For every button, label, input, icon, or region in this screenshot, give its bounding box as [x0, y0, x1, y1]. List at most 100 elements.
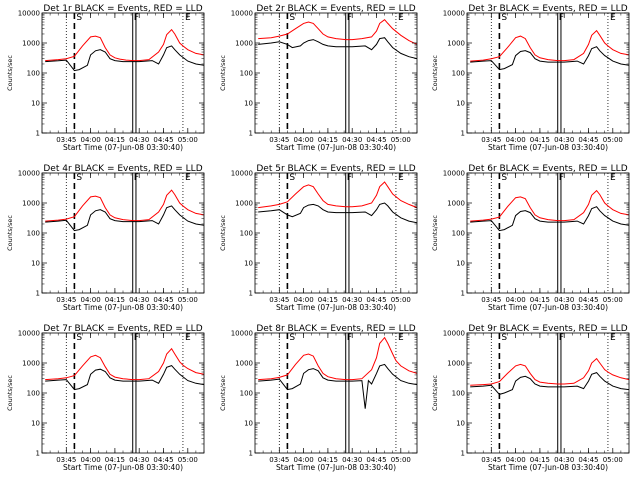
y-tick-label: 100 [27, 230, 40, 238]
x-tick-label: 04:30 [342, 136, 362, 144]
x-axis-label: Start Time (07-Jun-08 03:30:40) [276, 143, 396, 152]
x-tick-label: 04:45 [153, 136, 173, 144]
y-tick-label: 1000 [22, 360, 40, 368]
y-axis-label: Counts/sec [6, 215, 14, 251]
y-tick-label: 1 [36, 450, 40, 458]
x-axis-label: Start Time (07-Jun-08 03:30:40) [488, 303, 608, 312]
x-tick-label: 04:00 [506, 136, 526, 144]
x-tick-label: 04:15 [530, 456, 550, 464]
x-tick-label: 04:15 [318, 136, 338, 144]
detector-panel-7: Det 7r BLACK = Events, RED = LLDESF11010… [6, 324, 205, 472]
x-tick-label: 05:00 [391, 136, 411, 144]
lld-series-line [258, 181, 417, 209]
y-tick-label: 10000 [18, 10, 40, 18]
y-tick-label: 10000 [443, 170, 465, 178]
x-axis-label: Start Time (07-Jun-08 03:30:40) [63, 143, 183, 152]
y-tick-label: 1000 [22, 200, 40, 208]
y-tick-label: 10 [456, 100, 465, 108]
x-tick-label: 05:00 [391, 296, 411, 304]
marker-s-label: S [501, 173, 507, 183]
x-tick-label: 05:00 [603, 296, 623, 304]
y-tick-label: 10000 [443, 10, 465, 18]
y-tick-label: 1 [249, 130, 253, 138]
x-tick-label: 04:15 [105, 456, 125, 464]
events-series-line [45, 365, 204, 391]
x-tick-label: 03:45 [481, 296, 501, 304]
events-series-line [470, 206, 629, 232]
y-axis-label: Counts/sec [431, 375, 439, 411]
lld-series-line [470, 357, 629, 386]
x-tick-label: 04:00 [81, 136, 101, 144]
lld-series-line [258, 336, 417, 381]
y-axis-label: Counts/sec [6, 375, 14, 411]
y-tick-label: 10 [31, 100, 40, 108]
x-tick-label: 05:00 [391, 456, 411, 464]
events-series-line [258, 37, 417, 60]
y-tick-label: 1000 [235, 360, 253, 368]
y-tick-label: 10000 [18, 170, 40, 178]
x-tick-label: 05:00 [178, 456, 198, 464]
x-axis-label: Start Time (07-Jun-08 03:30:40) [276, 463, 396, 472]
marker-s-label: S [289, 13, 295, 23]
x-tick-label: 04:45 [366, 456, 386, 464]
y-tick-label: 100 [27, 390, 40, 398]
x-tick-label: 04:30 [342, 456, 362, 464]
lld-series-line [45, 28, 204, 62]
lld-series-line [258, 19, 417, 45]
x-tick-label: 04:30 [554, 296, 574, 304]
x-tick-label: 04:45 [366, 136, 386, 144]
x-tick-label: 04:45 [578, 456, 598, 464]
lld-series-line [470, 29, 629, 62]
y-axis-label: Counts/sec [431, 215, 439, 251]
detector-panel-6: Det 6r BLACK = Events, RED = LLDESF11010… [431, 164, 630, 312]
y-tick-label: 1000 [22, 40, 40, 48]
x-tick-label: 04:00 [294, 136, 314, 144]
detector-panel-4: Det 4r BLACK = Events, RED = LLDESF11010… [6, 164, 205, 312]
x-tick-label: 03:45 [481, 136, 501, 144]
x-tick-label: 03:45 [56, 456, 76, 464]
y-tick-label: 10000 [231, 10, 253, 18]
x-tick-label: 04:45 [153, 456, 173, 464]
panel-title: Det 9r BLACK = Events, RED = LLD [468, 324, 627, 334]
panel-title: Det 8r BLACK = Events, RED = LLD [256, 324, 415, 334]
y-tick-label: 10 [244, 100, 253, 108]
x-tick-label: 04:30 [129, 136, 149, 144]
y-tick-label: 100 [452, 230, 465, 238]
y-axis-label: Counts/sec [219, 375, 227, 411]
events-series-line [470, 46, 629, 71]
marker-s-label: S [76, 333, 82, 343]
y-tick-label: 1000 [235, 40, 253, 48]
x-tick-label: 05:00 [178, 296, 198, 304]
y-tick-label: 100 [240, 230, 253, 238]
lld-series-line [470, 189, 629, 222]
events-series-line [258, 202, 417, 224]
panel-title: Det 6r BLACK = Events, RED = LLD [468, 164, 627, 174]
x-tick-label: 04:45 [153, 296, 173, 304]
panel-title: Det 2r BLACK = Events, RED = LLD [256, 4, 415, 14]
events-series-line [45, 45, 204, 72]
panel-title: Det 7r BLACK = Events, RED = LLD [43, 324, 202, 334]
y-tick-label: 100 [240, 70, 253, 78]
detector-panel-9: Det 9r BLACK = Events, RED = LLDESF11010… [431, 324, 630, 472]
y-tick-label: 1 [461, 290, 465, 298]
y-tick-label: 10000 [18, 330, 40, 338]
x-tick-label: 05:00 [603, 136, 623, 144]
lld-series-line [45, 347, 204, 381]
y-tick-label: 100 [452, 70, 465, 78]
x-tick-label: 04:30 [129, 296, 149, 304]
y-tick-label: 10000 [231, 330, 253, 338]
x-axis-label: Start Time (07-Jun-08 03:30:40) [276, 303, 396, 312]
x-tick-label: 04:15 [530, 136, 550, 144]
marker-s-label: S [76, 13, 82, 23]
panel-title: Det 3r BLACK = Events, RED = LLD [468, 4, 627, 14]
y-tick-label: 1 [36, 290, 40, 298]
x-tick-label: 04:30 [342, 296, 362, 304]
detector-panel-1: Det 1r BLACK = Events, RED = LLDESF11010… [6, 4, 205, 152]
x-tick-label: 04:45 [578, 296, 598, 304]
y-tick-label: 100 [452, 390, 465, 398]
y-tick-label: 10 [456, 420, 465, 428]
y-tick-label: 100 [27, 70, 40, 78]
y-axis-label: Counts/sec [219, 215, 227, 251]
lld-series-line [45, 189, 204, 222]
